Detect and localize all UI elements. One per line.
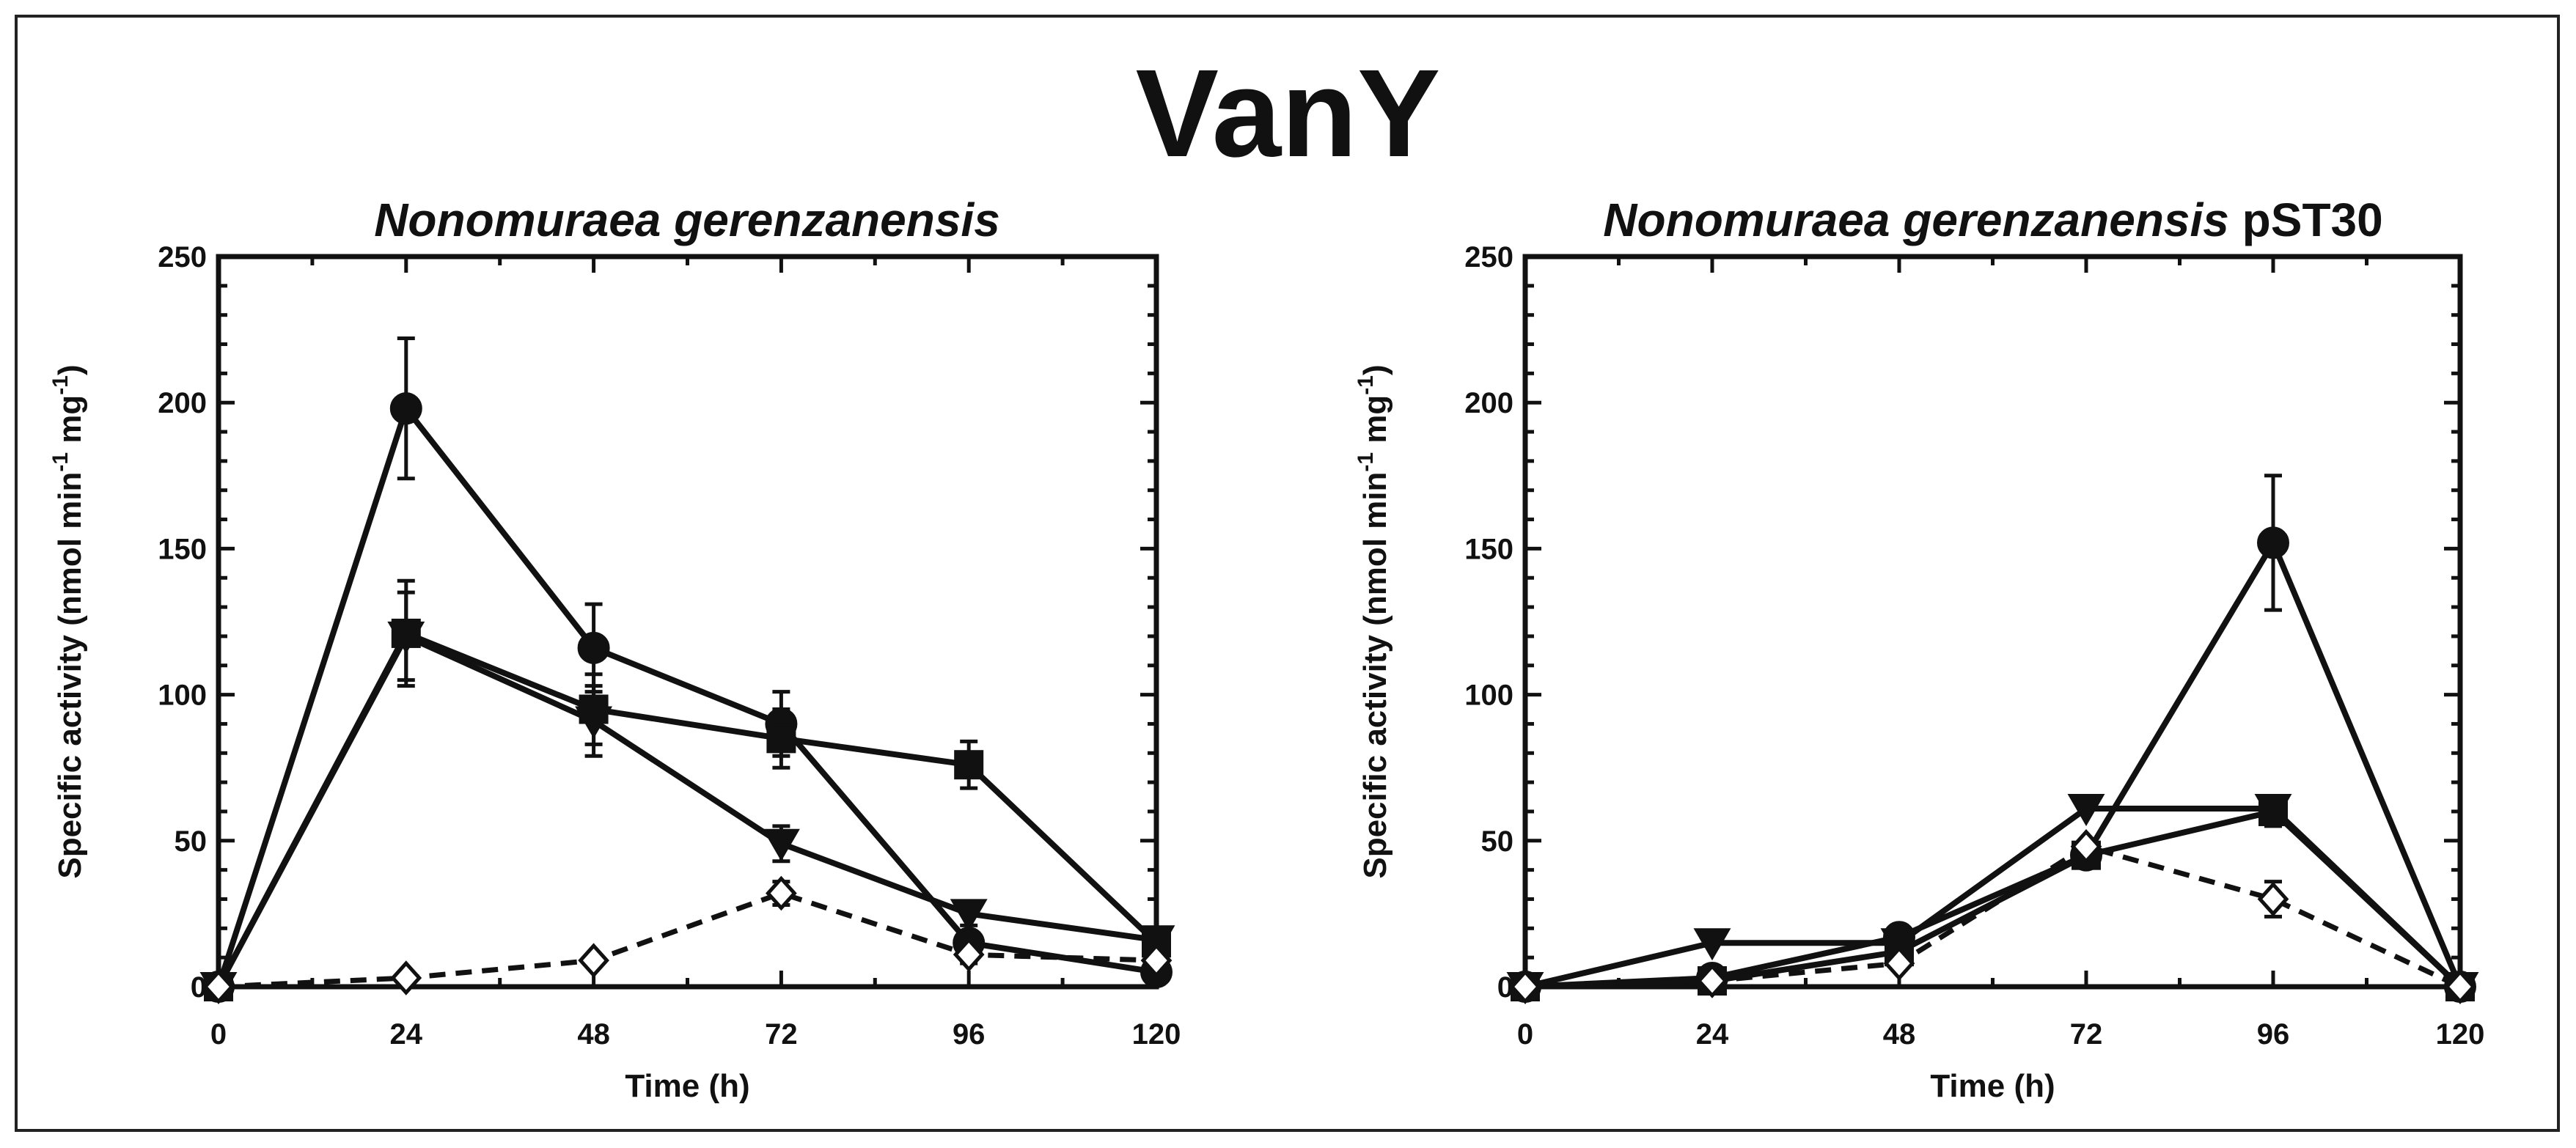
chart-title: Nonomuraea gerenzanensis pST30 [1603, 194, 2382, 246]
series-line-diamond [218, 891, 1157, 990]
data-point-diamond [2257, 881, 2289, 917]
x-tick-label: 96 [2257, 1018, 2290, 1051]
y-tick-label: 50 [175, 825, 208, 858]
data-point-diamond [766, 875, 797, 911]
y-tick-label: 0 [1497, 971, 1513, 1004]
chart-title-species: Nonomuraea gerenzanensis [374, 194, 1000, 246]
y-tick-label: 200 [158, 387, 207, 419]
chart-title-suffix: pST30 [2229, 194, 2383, 246]
x-tick-label: 0 [210, 1018, 227, 1051]
x-tick-label: 120 [2436, 1018, 2485, 1051]
y-axis-label: Specific activity (nmol min-1 mg-1) [48, 364, 88, 878]
y-axis-label-main: Specific activity (nmol min [1357, 472, 1393, 879]
x-axis-label: Time (h) [625, 1068, 749, 1104]
series-line-diamond [1524, 844, 2462, 990]
y-tick-label: 100 [158, 680, 207, 712]
y-axis-label-end: ) [1357, 364, 1393, 375]
y-tick-label: 150 [158, 533, 207, 565]
chart-panel-1: Nonomuraea gerenzanensis 0 50 100 150 200 250 0… [48, 194, 1181, 1104]
y-axis-label-unit: mg [1357, 395, 1393, 452]
y-axis-label-exp: -1 [1354, 452, 1378, 472]
data-point-triangle-down [1880, 928, 1918, 961]
y-axis-label-exp: -1 [48, 375, 73, 395]
figure-title: VanY [1135, 44, 1441, 183]
data-point-diamond [1696, 963, 1728, 998]
series-line-triangle-down [1524, 805, 2462, 990]
data-point-diamond [2444, 969, 2476, 1004]
data-point-triangle-down [762, 828, 800, 861]
y-axis-label-exp: -1 [48, 452, 73, 472]
x-tick-label: 120 [1132, 1018, 1181, 1051]
data-point-triangle-down [1693, 928, 1731, 961]
x-tick-label: 72 [2070, 1018, 2103, 1051]
y-tick-label: 50 [1481, 825, 1514, 858]
y-axis-label: Specific activity (nmol min-1 mg-1) [1354, 364, 1393, 878]
data-point-circle [2257, 526, 2289, 559]
data-point-diamond [1140, 943, 1173, 978]
y-axis-label-unit: mg [52, 395, 88, 452]
data-point-square [954, 750, 984, 780]
data-point-diamond [2070, 829, 2102, 864]
x-tick-label: 48 [1883, 1018, 1916, 1051]
data-point-diamond [1883, 946, 1915, 981]
x-tick-label: 0 [1517, 1018, 1533, 1051]
plot-area-border [216, 254, 1159, 990]
data-point-triangle-down [2254, 793, 2292, 826]
data-point-circle [577, 631, 610, 664]
x-tick-label: 24 [390, 1018, 423, 1051]
y-axis-label-main: Specific activity (nmol min [52, 472, 88, 879]
series-line-circle [216, 405, 1157, 988]
figure-frame [15, 15, 2560, 1132]
x-tick-label: 48 [577, 1018, 610, 1051]
x-tick-label: 24 [1696, 1018, 1729, 1051]
data-point-diamond [202, 969, 235, 1004]
y-tick-label: 150 [1464, 533, 1513, 565]
series-line-triangle-down [216, 633, 1157, 988]
chart-title: Nonomuraea gerenzanensis [374, 194, 1000, 246]
chart-title-species: Nonomuraea gerenzanensis [1603, 194, 2229, 246]
data-point-diamond [578, 943, 609, 978]
data-point-triangle-down [950, 899, 988, 932]
data-point-triangle-down [387, 621, 425, 654]
y-axis-label-end: ) [52, 364, 88, 375]
data-point-diamond [1509, 969, 1541, 1004]
data-point-triangle-down [575, 706, 613, 739]
data-point-circle [389, 392, 422, 425]
y-tick-label: 200 [1464, 387, 1513, 419]
data-point-triangle-down [1137, 925, 1175, 958]
x-axis-label: Time (h) [1930, 1068, 2055, 1104]
y-tick-label: 250 [1464, 241, 1513, 273]
x-tick-label: 96 [953, 1018, 986, 1051]
chart-panel-2: Nonomuraea gerenzanensis pST30 0 50 100 150 2… [1354, 194, 2484, 1104]
data-point-square [766, 724, 796, 754]
data-point-diamond [390, 960, 422, 996]
data-point-triangle-down [2067, 793, 2105, 826]
x-tick-label: 72 [765, 1018, 798, 1051]
y-axis-label-exp: -1 [1354, 375, 1378, 395]
series-line-circle [1524, 540, 2463, 990]
y-tick-label: 100 [1464, 680, 1513, 712]
y-tick-label: 0 [191, 971, 207, 1004]
y-tick-label: 250 [158, 241, 207, 273]
data-point-diamond [953, 937, 985, 972]
